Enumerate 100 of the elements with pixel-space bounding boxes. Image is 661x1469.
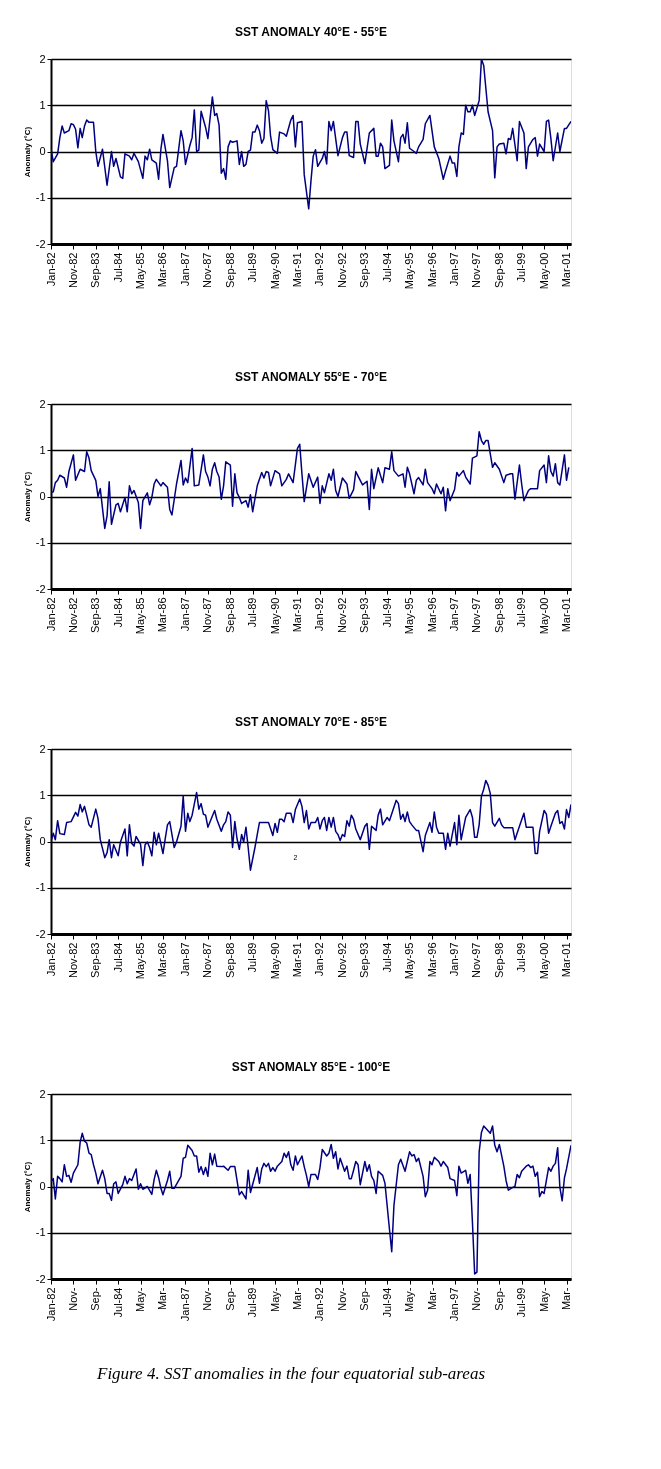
- x-tick-label: Mar-: [425, 1287, 438, 1311]
- y-tick-label: 1: [39, 443, 46, 456]
- x-tick-label: Sep-98: [492, 942, 505, 978]
- x-tick-label: Jan-82: [44, 1287, 57, 1322]
- y-tick-label: 2: [39, 397, 46, 410]
- x-tick-label: Jan-82: [44, 597, 57, 632]
- x-tick-label: Mar-96: [425, 252, 438, 288]
- x-tick-label: Jul-84: [111, 252, 124, 283]
- x-tick-label: Nov-: [335, 1287, 348, 1311]
- y-axis-title: Anomaly (°C): [22, 1161, 32, 1213]
- caption: Figure 4. SST anomalies in the four equatorial sub-areas: [95, 1364, 486, 1383]
- line-series: [51, 1125, 571, 1275]
- y-axis-title: Anomaly (°C): [22, 471, 32, 523]
- y-tick-label: -1: [35, 1226, 46, 1239]
- x-tick-label: May-: [537, 1287, 550, 1312]
- x-tick-label: Nov-: [66, 1287, 79, 1311]
- x-tick-label: Nov-92: [335, 942, 348, 978]
- x-tick-label: Sep-93: [358, 252, 371, 288]
- x-tick-label: Jul-89: [246, 252, 259, 283]
- x-tick-label: Jan-97: [448, 252, 461, 287]
- x-tick-label: Jul-99: [515, 597, 528, 628]
- x-tick-label: Mar-: [290, 1287, 303, 1311]
- y-tick-label: 0: [39, 1180, 46, 1192]
- x-tick-label: Sep-: [358, 1287, 371, 1311]
- y-tick-label: -1: [35, 536, 46, 549]
- x-tick-label: Sep-98: [492, 252, 505, 288]
- y-tick-label: -1: [35, 881, 46, 894]
- x-tick-label: Mar-91: [290, 597, 303, 633]
- line-series: [51, 431, 570, 530]
- x-tick-label: Jul-84: [111, 597, 124, 628]
- x-tick-label: May-90: [268, 597, 281, 635]
- x-tick-label: Jan-97: [448, 942, 461, 977]
- y-tick-label: 1: [39, 98, 46, 111]
- y-tick-label: -1: [35, 191, 46, 204]
- x-tick-label: May-85: [134, 942, 147, 980]
- x-tick-label: Jul-94: [380, 252, 393, 283]
- x-tick-label: Mar-01: [560, 597, 573, 633]
- x-tick-label: Nov-97: [470, 942, 483, 978]
- line-series: [51, 779, 571, 871]
- chart-title: SST ANOMALY 70°E - 85°E: [235, 715, 387, 729]
- x-tick-label: Nov-82: [66, 942, 79, 978]
- x-tick-label: Jan-92: [313, 942, 326, 977]
- x-tick-label: May-90: [268, 252, 281, 290]
- x-tick-label: Jul-99: [515, 1287, 528, 1318]
- x-tick-label: Sep-83: [89, 597, 102, 633]
- y-tick-label: 1: [39, 1133, 46, 1146]
- x-tick-label: May-95: [403, 252, 416, 290]
- x-tick-label: Sep-88: [223, 252, 236, 288]
- x-tick-label: Jan-97: [448, 597, 461, 632]
- x-tick-label: Jan-87: [178, 1287, 191, 1322]
- x-tick-label: May-00: [537, 942, 550, 980]
- x-tick-label: Jan-87: [178, 942, 191, 977]
- x-tick-label: Nov-92: [335, 597, 348, 633]
- x-tick-label: Nov-97: [470, 597, 483, 633]
- x-tick-label: Mar-01: [560, 252, 573, 288]
- x-tick-label: May-90: [268, 942, 281, 980]
- x-tick-label: Jan-82: [44, 252, 57, 287]
- x-tick-label: May-00: [537, 597, 550, 635]
- y-tick-label: 0: [39, 490, 46, 502]
- y-tick-label: 1: [39, 788, 46, 801]
- chart-title: SST ANOMALY 55°E - 70°E: [235, 370, 387, 384]
- x-tick-label: Nov-82: [66, 252, 79, 288]
- x-tick-label: Sep-83: [89, 942, 102, 978]
- x-tick-label: Nov-: [201, 1287, 214, 1311]
- x-tick-label: Jul-99: [515, 252, 528, 283]
- x-tick-label: Jan-82: [44, 942, 57, 977]
- x-tick-label: Jan-97: [448, 1287, 461, 1322]
- x-tick-label: Jan-87: [178, 252, 191, 287]
- x-tick-label: Nov-97: [470, 252, 483, 288]
- x-tick-label: Mar-96: [425, 597, 438, 633]
- x-tick-label: Jan-87: [178, 597, 191, 632]
- y-tick-label: -2: [35, 237, 46, 250]
- x-tick-label: Mar-86: [156, 597, 169, 633]
- x-tick-label: Sep-: [492, 1287, 505, 1311]
- x-tick-label: Mar-91: [290, 252, 303, 288]
- x-tick-label: Sep-83: [89, 252, 102, 288]
- x-tick-label: May-: [403, 1287, 416, 1312]
- x-tick-label: Sep-88: [223, 942, 236, 978]
- x-tick-label: Mar-86: [156, 942, 169, 978]
- x-tick-label: May-95: [403, 597, 416, 635]
- x-tick-label: Jan-92: [313, 1287, 326, 1322]
- x-tick-label: Mar-96: [425, 942, 438, 978]
- y-axis-title: Anomaly (°C): [22, 816, 32, 868]
- x-tick-label: Nov-92: [335, 252, 348, 288]
- x-tick-label: May-: [268, 1287, 281, 1312]
- x-tick-label: Jul-84: [111, 942, 124, 973]
- x-tick-label: Nov-87: [201, 252, 214, 288]
- x-tick-label: May-95: [403, 942, 416, 980]
- y-tick-label: -2: [35, 927, 46, 940]
- x-tick-label: Mar-01: [560, 942, 573, 978]
- x-tick-label: Jan-92: [313, 252, 326, 287]
- x-tick-label: Jul-94: [380, 1287, 393, 1318]
- x-tick-label: May-00: [537, 252, 550, 290]
- y-axis-title: Anomaly (°C): [22, 126, 32, 178]
- y-tick-label: 0: [39, 145, 46, 157]
- x-tick-label: Mar-: [560, 1287, 573, 1311]
- x-tick-label: Sep-93: [358, 597, 371, 633]
- x-tick-label: Nov-87: [201, 942, 214, 978]
- x-tick-label: Sep-88: [223, 597, 236, 633]
- x-tick-label: Sep-93: [358, 942, 371, 978]
